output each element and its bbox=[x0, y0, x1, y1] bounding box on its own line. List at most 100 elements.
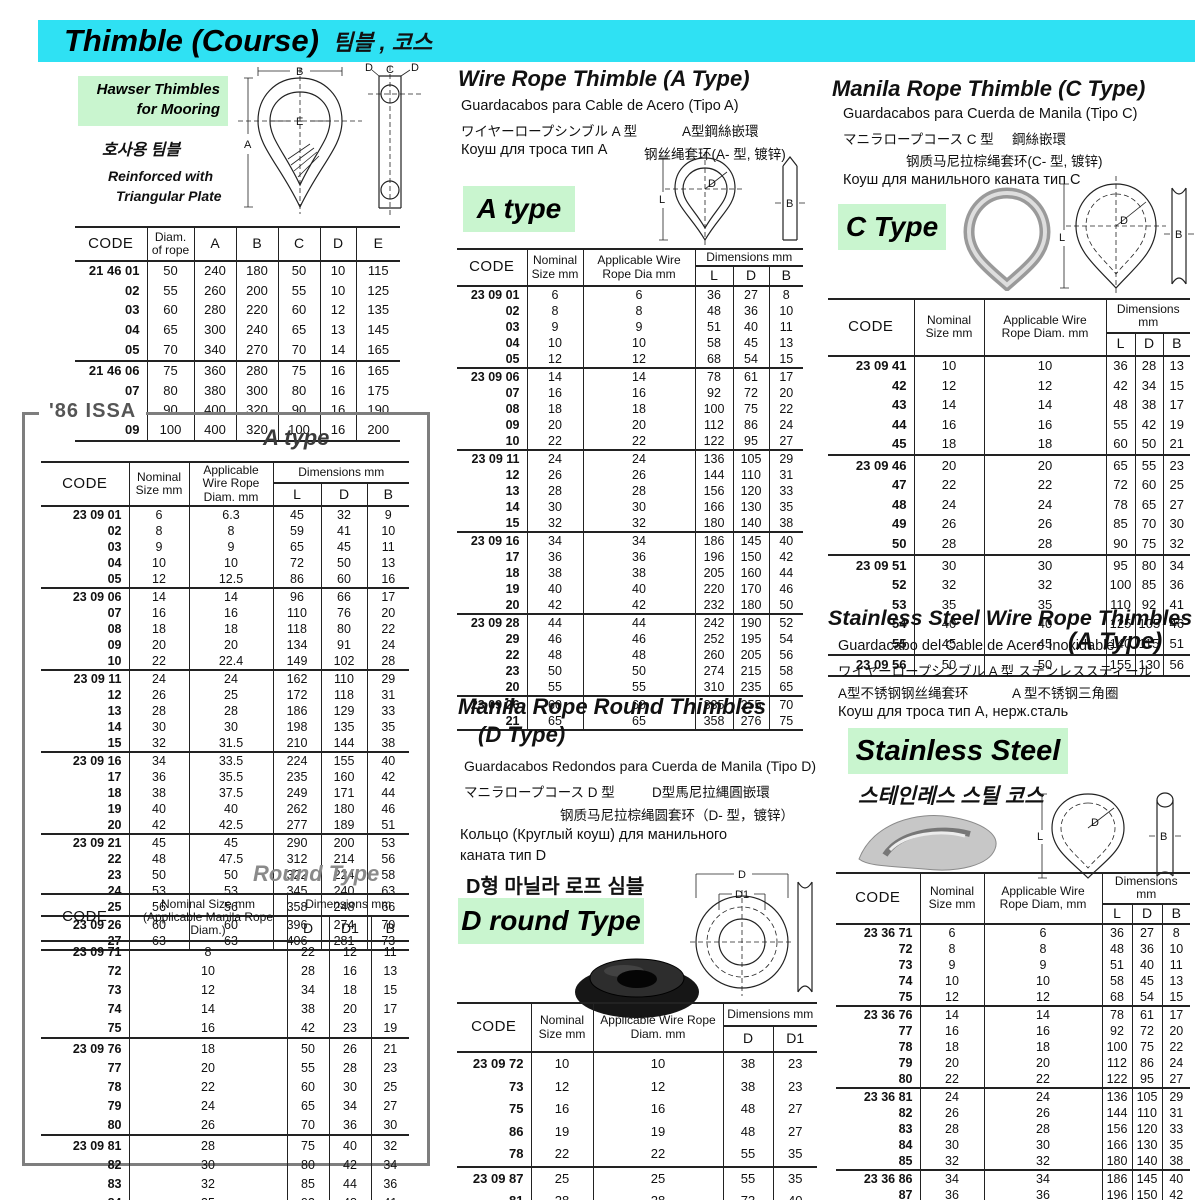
value-cell: 32 bbox=[582, 515, 695, 533]
value-cell: 18 bbox=[526, 401, 583, 418]
d-pointer bbox=[1087, 807, 1115, 829]
value-cell: 105 bbox=[732, 449, 769, 468]
value-cell: 24 bbox=[768, 417, 804, 434]
side-view bbox=[782, 156, 798, 241]
code-cell: 23 09 81 bbox=[41, 1134, 129, 1156]
data-table: CODE Nominal Size mm (Applicable Manila R… bbox=[41, 893, 410, 1200]
value-cell: 10 bbox=[188, 555, 273, 572]
value-cell: 27 bbox=[1161, 1070, 1191, 1088]
value-cell: 130 bbox=[732, 499, 769, 516]
value-cell: 16 bbox=[983, 1022, 1102, 1039]
value-cell: 85 bbox=[1105, 514, 1135, 535]
value-cell: 13 bbox=[1162, 355, 1191, 377]
value-cell: 14 bbox=[526, 367, 583, 386]
value-cell: 156 bbox=[694, 483, 733, 500]
value-cell: 56 bbox=[366, 851, 410, 868]
code-cell: 23 36 81 bbox=[836, 1086, 920, 1105]
table-row: 23 09 76 18 50 26 21 bbox=[41, 1037, 410, 1059]
value-cell: 180 bbox=[694, 515, 733, 533]
value-cell: 118 bbox=[320, 687, 367, 704]
code-cell: 78 bbox=[898, 1039, 913, 1054]
code-cell: 18 bbox=[505, 566, 520, 581]
table-row: 23 09 71 8 22 12 11 bbox=[41, 941, 410, 962]
value-cell: 136 bbox=[1101, 1086, 1132, 1105]
manila-d-diagram: D D1 bbox=[690, 869, 813, 996]
value-cell: 312 bbox=[272, 851, 321, 868]
value-cell: 38 bbox=[768, 515, 804, 533]
value-cell: 54 bbox=[732, 351, 769, 369]
value-cell: 78 bbox=[694, 367, 733, 386]
value-cell: 65 bbox=[146, 320, 194, 341]
value-cell: 40 bbox=[328, 1134, 371, 1156]
code-cell: 80 bbox=[107, 1117, 122, 1132]
table-row: 19 40 40 262 180 46 bbox=[41, 801, 410, 818]
value-cell: 18 bbox=[582, 401, 695, 418]
value-cell: 85 bbox=[1134, 575, 1163, 596]
value-cell: 10 bbox=[983, 355, 1106, 377]
value-cell: 20 bbox=[526, 417, 583, 434]
value-cell: 72 bbox=[272, 555, 321, 572]
table-row: 09 20 20 112 86 24 bbox=[457, 417, 804, 434]
table-row: 47 22 22 72 60 25 bbox=[828, 475, 1191, 496]
value-cell: 10 bbox=[1161, 940, 1191, 957]
value-cell: 50 bbox=[320, 555, 367, 572]
d-label: D bbox=[1120, 215, 1128, 227]
table-row: 21 65 65 358 276 75 bbox=[457, 713, 804, 731]
code-cell: 77 bbox=[107, 1060, 122, 1075]
centerlines bbox=[690, 890, 794, 996]
value-cell: 110 bbox=[1105, 595, 1135, 615]
code-cell: 48 bbox=[892, 496, 907, 512]
manila-d-chinese-b: 钢质马尼拉棕绳圆套环（D- 型，镀锌） bbox=[560, 808, 794, 823]
value-cell: 33 bbox=[768, 483, 804, 500]
table-row: 10 22 22.4 149 102 28 bbox=[41, 653, 410, 671]
value-cell: 35 bbox=[772, 1165, 818, 1191]
value-cell: 400 bbox=[193, 420, 236, 441]
value-cell: 27 bbox=[768, 433, 804, 451]
value-cell: 276 bbox=[732, 713, 769, 731]
value-cell: 50 bbox=[128, 867, 189, 884]
table-row: 02 8 8 59 41 10 bbox=[41, 523, 410, 540]
value-cell: 220 bbox=[235, 300, 278, 321]
table-row: 87 36 36 196 150 42 bbox=[836, 1186, 1191, 1200]
value-cell: 28 bbox=[919, 1120, 984, 1137]
code-cell: 54 bbox=[892, 616, 907, 632]
value-cell: 29 bbox=[366, 669, 410, 688]
value-cell: 28 bbox=[128, 1134, 287, 1156]
table-row: 48 24 24 78 65 27 bbox=[828, 495, 1191, 515]
value-cell: 40 bbox=[188, 801, 273, 818]
stainless-chinese-a: A型不锈钢钢丝绳套环 bbox=[838, 686, 969, 701]
side-view-walls bbox=[378, 75, 402, 209]
value-cell: 28 bbox=[1134, 355, 1163, 377]
value-cell: 80 bbox=[277, 381, 320, 401]
stainless-thimble-shine bbox=[888, 831, 966, 852]
value-cell: 50 bbox=[277, 260, 320, 282]
value-cell: 26 bbox=[983, 514, 1106, 535]
stainless-japanese: ワイヤーロープシンブル A 型 ステンレススティール bbox=[838, 664, 1153, 679]
value-cell: 220 bbox=[694, 581, 733, 598]
value-cell: 42 bbox=[526, 597, 583, 615]
value-cell: 38 bbox=[722, 1075, 773, 1099]
code-cell: 09 bbox=[505, 418, 520, 433]
table-row: 73 12 12 38 23 bbox=[457, 1075, 818, 1099]
wire-a-badge: A type bbox=[463, 186, 575, 232]
table-row: 84 30 30 166 130 35 bbox=[836, 1136, 1191, 1153]
value-cell: 16 bbox=[919, 1022, 984, 1039]
value-cell: 171 bbox=[320, 785, 367, 802]
value-cell: 40 bbox=[526, 581, 583, 598]
table-row: 09 100 400 320 100 16 200 bbox=[75, 420, 400, 441]
code-cell: 45 bbox=[892, 436, 907, 452]
table-row: 45 18 18 60 50 21 bbox=[828, 434, 1191, 456]
value-cell: 310 bbox=[694, 679, 733, 697]
value-cell: 214 bbox=[320, 851, 367, 868]
value-cell: 14 bbox=[983, 1004, 1102, 1023]
value-cell: 16 bbox=[526, 385, 583, 402]
value-cell: 75 bbox=[286, 1134, 329, 1156]
table-row: 18 38 38 205 160 44 bbox=[457, 565, 804, 582]
value-cell: 8 bbox=[1161, 923, 1191, 941]
value-cell: 28 bbox=[983, 534, 1106, 556]
value-cell: 15 bbox=[1162, 376, 1191, 396]
table-row: 12 26 26 144 110 31 bbox=[457, 467, 804, 484]
title-banner: Thimble (Course) 팀블 , 코스 bbox=[38, 20, 1195, 62]
value-cell: 36 bbox=[328, 1115, 371, 1136]
value-cell: 6 bbox=[526, 286, 583, 304]
